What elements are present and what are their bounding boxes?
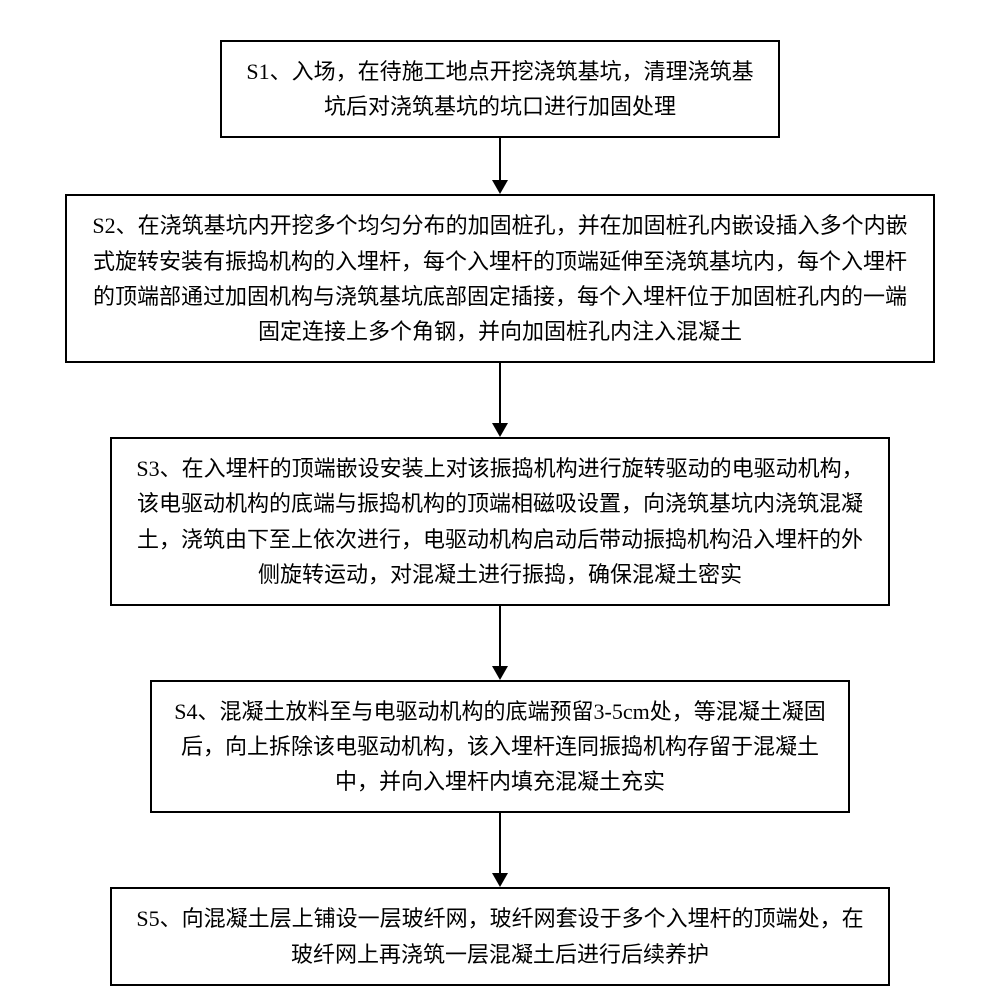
flowchart-arrow-4	[492, 813, 508, 887]
flowchart-step-s3: S3、在入埋杆的顶端嵌设安装上对该振捣机构进行旋转驱动的电驱动机构，该电驱动机构…	[110, 437, 890, 606]
flowchart-step-s4: S4、混凝土放料至与电驱动机构的底端预留3-5cm处，等混凝土凝固后，向上拆除该…	[150, 680, 850, 814]
flowchart-arrow-3	[492, 606, 508, 680]
flowchart-step-s5: S5、向混凝土层上铺设一层玻纤网，玻纤网套设于多个入埋杆的顶端处，在玻纤网上再浇…	[110, 887, 890, 985]
flowchart-arrow-1	[492, 138, 508, 194]
flowchart-step-s2: S2、在浇筑基坑内开挖多个均匀分布的加固桩孔，并在加固桩孔内嵌设插入多个内嵌式旋…	[65, 194, 935, 363]
flowchart-step-s1: S1、入场，在待施工地点开挖浇筑基坑，清理浇筑基坑后对浇筑基坑的坑口进行加固处理	[220, 40, 780, 138]
flowchart-arrow-2	[492, 363, 508, 437]
